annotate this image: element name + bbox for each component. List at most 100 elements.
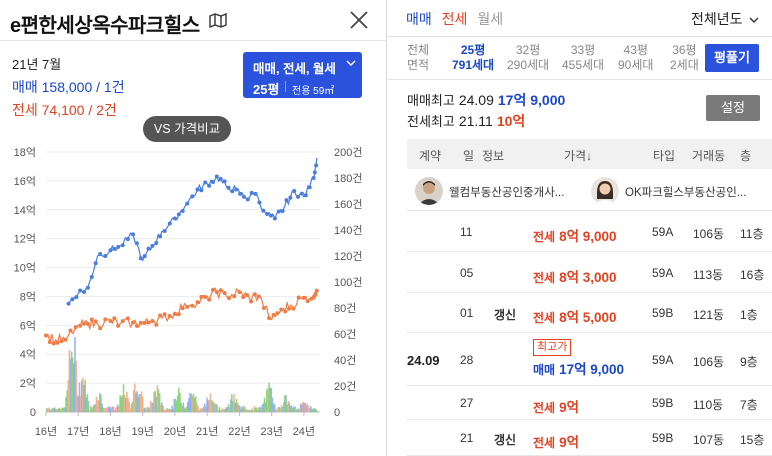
building-dong: 106동 (693, 226, 725, 241)
volume-bar (137, 396, 139, 412)
col-floor[interactable]: 층 (740, 149, 752, 163)
price-cell: 전세 9억 (533, 396, 579, 416)
volume-bar (203, 403, 206, 412)
price-chart[interactable]: 0 2억 4억 6억 8억 10억 12억 14억 16억 18억 0 20건 40건 60건 80건 100… (0, 125, 386, 456)
volume-bar (94, 404, 97, 412)
volume-bar (85, 397, 88, 412)
transaction-panel: 매매 전세 월세 전체년도 전체 면적 25평 791세대 32평 290세대 … (387, 0, 772, 456)
col-type[interactable]: 타입 (653, 149, 676, 163)
trade-point (172, 216, 177, 221)
y2-tick-label: 80건 (334, 302, 356, 315)
trade-point (162, 229, 167, 234)
close-icon[interactable] (348, 9, 370, 31)
broker-name: OK파크힐스부동산공인... (625, 187, 747, 199)
volume-bar (100, 395, 102, 412)
unit-type: 59B (652, 431, 674, 445)
jeonse-point (51, 341, 56, 346)
table-row[interactable]: 01 갱신 전세 8억 5,000 59B 121동 1층 (407, 293, 772, 333)
table-row[interactable]: 27 전세 9억 59B 110동 7층 (407, 386, 772, 420)
col-info[interactable]: 정보 (482, 149, 505, 163)
map-icon[interactable] (209, 13, 227, 28)
volume-bar (268, 382, 270, 412)
table-row[interactable]: 21 갱신 전세 9억 59B 107동 15층 (407, 420, 772, 456)
floor: 1층 (740, 308, 758, 322)
jeonse-point (120, 319, 125, 324)
volume-bar (217, 410, 220, 412)
volume-bar (165, 409, 168, 412)
volume-bar (156, 385, 159, 412)
volume-bar (253, 405, 256, 412)
pyeong-toggle-button[interactable]: 평풀기 (705, 44, 759, 72)
volume-bar (118, 406, 120, 412)
jeonse-point (305, 299, 310, 304)
year-select[interactable]: 전체년도 (691, 9, 759, 29)
trade-point (214, 174, 219, 179)
volume-bar (106, 407, 109, 412)
jeonse-point (256, 294, 261, 299)
area-count: 455세대 (562, 58, 605, 72)
volume-bar (263, 397, 266, 412)
deal-price: 8억 9,000 (559, 228, 617, 244)
trade-point (203, 180, 208, 185)
volume-bar (61, 407, 64, 412)
volume-bar (270, 388, 273, 412)
volume-bar (179, 392, 181, 412)
area-size: 25평 (460, 43, 486, 57)
tab-jeonse[interactable]: 전세 (441, 11, 468, 27)
jeonse-point (232, 294, 237, 299)
trade-point (269, 213, 274, 218)
x-tick-label: 19년 (132, 425, 154, 438)
table-row[interactable]: 11 전세 8억 9,000 59A 106동 11층 (407, 211, 772, 252)
trade-point (265, 211, 270, 216)
jeonse-point (190, 303, 195, 308)
tab-wolse[interactable]: 월세 (477, 11, 504, 27)
area-item-32[interactable]: 32평 290세대 (507, 43, 549, 73)
broker-row[interactable]: 웰컴부동산공인중개사... OK파크힐스부동산공인... (407, 171, 772, 211)
x-tick-label: 23년 (260, 425, 282, 438)
area-item-36[interactable]: 36평 2세대 (670, 43, 699, 73)
panel-divider (386, 0, 387, 456)
building-dong: 106동 (693, 354, 725, 369)
volume-bar (154, 390, 156, 412)
area-header[interactable]: 전체 면적 (407, 43, 429, 73)
volume-bar (288, 402, 291, 412)
area-item-43[interactable]: 43평 90세대 (618, 43, 653, 73)
x-tick-label: 21년 (196, 425, 218, 438)
volume-bar (75, 360, 77, 412)
volume-bar (310, 406, 312, 412)
x-tick-label: 16년 (35, 425, 57, 438)
deal-type-selector[interactable]: 매매, 전세, 월세 25평 전용 59㎡ (243, 52, 362, 98)
volume-bar (271, 397, 274, 412)
jeonse-point (271, 312, 276, 317)
trade-point (276, 209, 281, 214)
jeonse-point (47, 340, 52, 345)
col-day[interactable]: 일 (463, 149, 475, 163)
area-item-25[interactable]: 25평 791세대 (452, 43, 494, 73)
tab-trade[interactable]: 매매 (406, 11, 432, 27)
deal-kind: 전세 (533, 436, 556, 450)
volume-bar (277, 407, 279, 412)
volume-bar (219, 410, 222, 412)
deal-tabs: 매매 전세 월세 (406, 9, 509, 29)
compare-button[interactable]: VS 가격비교 (143, 116, 231, 142)
table-row[interactable]: 05 전세 8억 3,000 59A 113동 16층 (407, 252, 772, 293)
jeonse-point (203, 294, 208, 299)
settings-button[interactable]: 설정 (706, 95, 760, 121)
table-row[interactable]: 24.09 28 최고가 매매 17억 9,000 59A 106동 9층 (407, 333, 772, 386)
max-trade-date: 24.09 (458, 92, 494, 108)
volume-bar (207, 400, 209, 412)
area-item-33[interactable]: 33평 455세대 (562, 43, 604, 73)
jeonse-point (180, 306, 185, 311)
jeonse-point (142, 320, 147, 325)
trade-point (210, 180, 215, 185)
volume-bar (83, 384, 85, 412)
volume-bar (276, 409, 278, 412)
volume-bar (82, 377, 84, 412)
jeonse-point (279, 307, 284, 312)
volume-bar (289, 405, 292, 412)
volume-bar (74, 337, 76, 412)
col-contract[interactable]: 계약 (419, 149, 442, 163)
col-price[interactable]: 가격↓ (564, 149, 593, 163)
trade-point (249, 190, 254, 195)
col-dong[interactable]: 거래동 (692, 149, 726, 163)
